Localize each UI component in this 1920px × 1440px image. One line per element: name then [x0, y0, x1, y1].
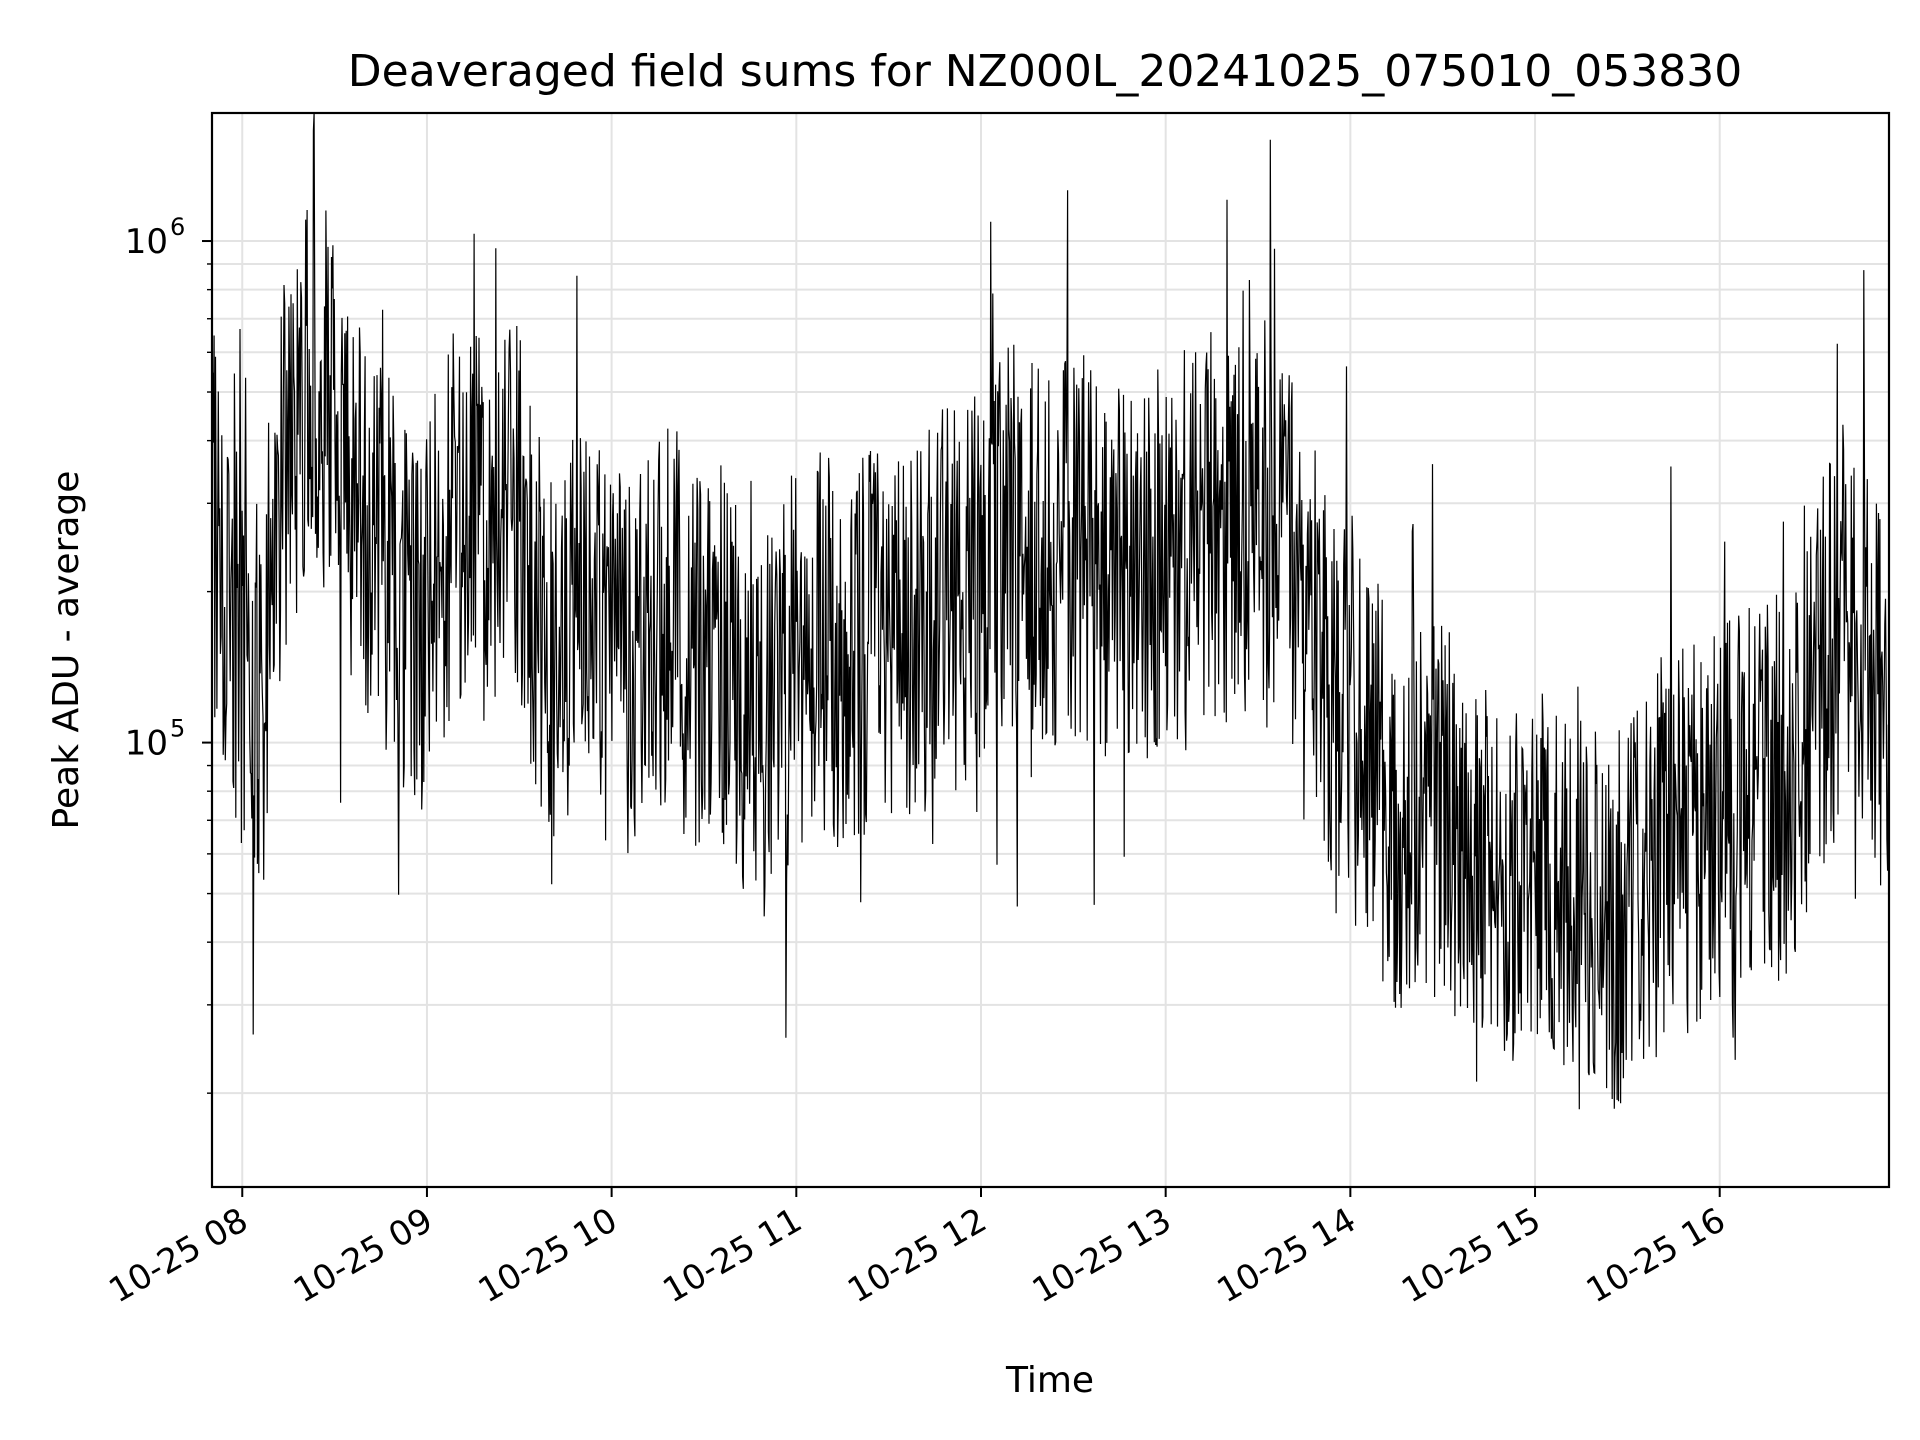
y-tick-label-base: 10 — [125, 724, 168, 764]
grid — [212, 113, 1889, 1187]
x-tick-label: 10-25 13 — [1026, 1200, 1178, 1311]
x-tick-label: 10-25 12 — [841, 1200, 993, 1311]
x-tick-label: 10-25 08 — [102, 1200, 254, 1311]
x-tick-label: 10-25 15 — [1395, 1200, 1547, 1311]
y-tick-label-base: 10 — [125, 222, 168, 262]
y-tick-label-exponent: 6 — [170, 213, 185, 241]
x-axis-label: Time — [1005, 1360, 1094, 1401]
plot-frame — [210, 111, 1891, 1189]
x-tick-label: 10-25 10 — [472, 1200, 624, 1311]
chart-title: Deaveraged field sums for NZ000L_2024102… — [348, 46, 1742, 97]
x-axis: 10-25 08 10-25 09 10-25 10 10-25 11 10-25 12… — [102, 1187, 1732, 1311]
x-tick-label: 10-25 14 — [1210, 1200, 1362, 1311]
series-path — [211, 112, 1890, 1110]
x-tick-label: 10-25 16 — [1580, 1200, 1732, 1311]
x-tick-label: 10-25 11 — [656, 1200, 808, 1311]
y-tick-label-exponent: 5 — [170, 715, 185, 743]
series-line — [211, 112, 1890, 1110]
x-tick-label: 10-25 09 — [287, 1200, 439, 1311]
y-axis-label: Peak ADU - average — [46, 471, 87, 830]
